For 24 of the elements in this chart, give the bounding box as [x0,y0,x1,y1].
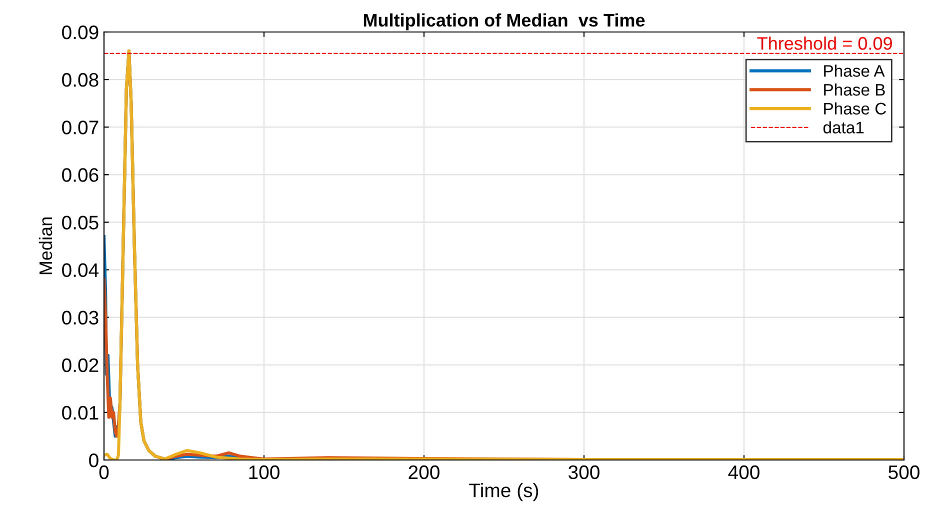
x-tick-label: 400 [728,465,760,480]
y-tick-label: 0.04 [62,263,99,278]
x-tick-label: 100 [249,465,280,480]
y-tick-label: 0.09 [62,25,98,40]
y-tick-label: 0.02 [62,358,98,372]
legend-label: data1 [823,121,864,134]
y-tick-label: 0.03 [62,310,98,325]
x-axis-title: Time (s) [469,482,538,502]
chart-title: Multiplication of Median vs Time [364,13,645,30]
y-tick-label: 0.01 [62,406,98,420]
y-tick-label: 0.06 [62,168,98,182]
y-tick-label: 0.05 [62,216,98,230]
legend-label: Phase C [824,102,886,115]
y-tick-label: 0 [89,453,98,468]
y-axis-title: Median [38,218,52,274]
y-tick-label: 0.08 [62,73,98,87]
legend-label: Phase B [824,83,885,96]
legend-label: Phase A [824,64,885,77]
x-tick-label: 500 [888,465,920,480]
x-tick-label: 0 [99,465,109,480]
x-tick-label: 300 [568,465,600,480]
x-tick-label: 200 [408,465,440,480]
y-tick-label: 0.07 [62,120,98,134]
annotation: Threshold = 0.09 [757,36,892,50]
